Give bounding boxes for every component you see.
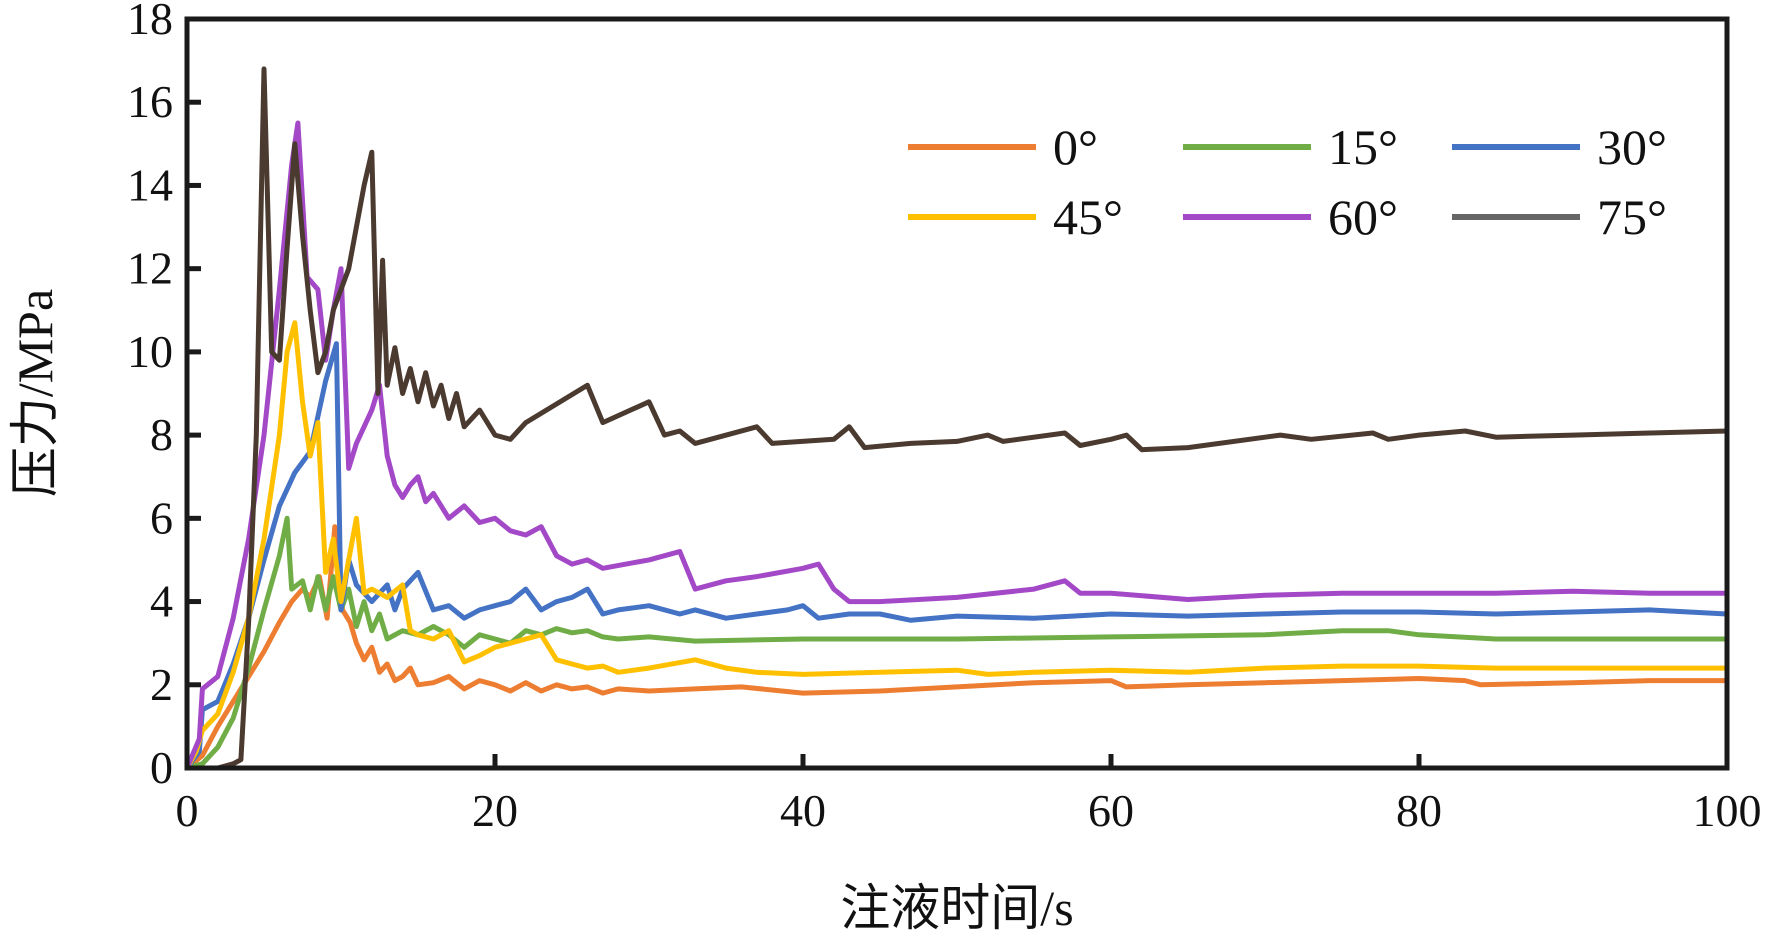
plot-frame <box>184 16 1730 771</box>
x-tick-label-1: 20 <box>472 785 518 836</box>
x-axis-title: 注液时间/s <box>840 880 1073 936</box>
y-tick-label-8: 16 <box>127 76 173 127</box>
series-layer <box>184 66 1730 771</box>
legend-label-0: 0° <box>1053 119 1098 175</box>
y-tick-label-6: 12 <box>127 243 173 294</box>
y-tick-label-9: 18 <box>127 0 173 44</box>
y-tick-label-5: 10 <box>127 326 173 377</box>
x-tick-label-3: 60 <box>1088 785 1134 836</box>
legend: 0° 15° 30° 45° 60° 75° <box>908 119 1667 245</box>
y-axis-title: 压力/MPa <box>7 289 63 497</box>
series-line-0 <box>184 524 1730 771</box>
series-line-1 <box>184 515 1730 771</box>
y-tick-label-1: 2 <box>150 659 173 710</box>
ticks-layer: 0 20 40 60 80 100 0 2 4 6 8 10 12 14 16 18 <box>127 0 1762 836</box>
series-line-3 <box>184 320 1730 771</box>
x-tick-label-5: 100 <box>1693 785 1762 836</box>
x-tick-label-0: 0 <box>176 785 199 836</box>
x-tick-label-2: 40 <box>780 785 826 836</box>
y-tick-label-2: 4 <box>150 576 173 627</box>
y-tick-label-3: 6 <box>150 492 173 543</box>
legend-label-2: 30° <box>1597 119 1667 175</box>
series-line-2 <box>184 341 1730 771</box>
series-line-5 <box>184 66 1730 771</box>
legend-label-5: 75° <box>1597 189 1667 245</box>
legend-label-3: 45° <box>1053 189 1123 245</box>
legend-label-4: 60° <box>1328 189 1398 245</box>
y-tick-label-4: 8 <box>150 409 173 460</box>
y-tick-label-7: 14 <box>127 159 173 210</box>
y-tick-label-0: 0 <box>150 742 173 793</box>
legend-label-1: 15° <box>1328 119 1398 175</box>
x-tick-label-4: 80 <box>1396 785 1442 836</box>
